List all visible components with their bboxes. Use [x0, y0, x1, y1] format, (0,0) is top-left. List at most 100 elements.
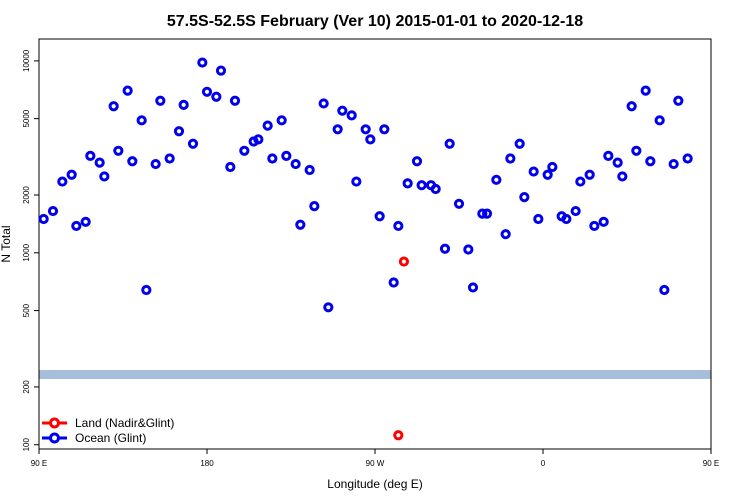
ocean-glint-point [150, 158, 161, 170]
ocean-glint-point [197, 57, 208, 68]
ocean-glint-point [612, 157, 623, 168]
y-axis-label: N Total [0, 225, 13, 262]
legend-marker-ocean-glint [49, 432, 60, 444]
y-tick-label: 200 [22, 380, 31, 394]
ocean-glint-point [589, 220, 600, 232]
ocean-glint-point [603, 150, 614, 161]
ocean-glint-point [388, 277, 399, 288]
ocean-glint-point [318, 98, 329, 109]
shaded-band [39, 370, 711, 380]
ocean-glint-point [141, 284, 152, 296]
ocean-glint-point [281, 150, 292, 161]
ocean-glint-point [533, 213, 544, 225]
x-tick-label: 180 [200, 459, 214, 468]
chart-title: 57.5S-52.5S February (Ver 10) 2015-01-01… [167, 13, 583, 30]
ocean-glint-point [570, 205, 581, 217]
ocean-glint-point [94, 157, 105, 168]
ocean-glint-point [528, 166, 539, 177]
ocean-glint-point [584, 169, 595, 180]
ocean-glint-point [267, 153, 278, 164]
ocean-glint-point [122, 85, 133, 96]
ocean-glint-point [467, 282, 479, 293]
ocean-glint-point [547, 161, 558, 173]
y-axis: 100 200 500 1000 2000 5000 10000 [22, 49, 39, 451]
ocean-glint-point [416, 180, 427, 191]
y-tick-label: 1000 [22, 243, 31, 261]
x-tick-label: 90 E [31, 459, 47, 468]
ocean-glint-point [290, 158, 301, 170]
ocean-glint-point [505, 153, 516, 164]
ocean-glint-point [71, 220, 82, 232]
ocean-glint-point [127, 156, 138, 167]
ocean-glint-point [491, 174, 502, 185]
ocean-glint-point [668, 158, 679, 170]
plot-frame [38, 38, 712, 450]
ocean-glint-point [519, 192, 530, 203]
ocean-glint-point [211, 91, 222, 102]
ocean-glint-point [360, 124, 371, 135]
ocean-glint-point [99, 171, 110, 182]
ocean-glint-point [444, 138, 455, 149]
ocean-glint-point [57, 176, 68, 187]
y-tick-label: 100 [22, 438, 31, 452]
ocean-glint-point [640, 85, 651, 96]
ocean-glint-point [239, 145, 250, 156]
ocean-glint-point [66, 169, 77, 180]
ocean-glint-point [178, 99, 189, 110]
ocean-glint-point [393, 220, 404, 232]
ocean-glint-point [500, 229, 511, 240]
x-tick-label: 90 E [703, 459, 719, 468]
ocean-glint-point [346, 110, 357, 121]
ocean-glint-point [309, 201, 320, 212]
ocean-glint-point [113, 145, 124, 156]
ocean-glint-point [201, 86, 213, 97]
land-nadir-glint-point [393, 430, 404, 441]
ocean-glint-point [617, 171, 628, 182]
ocean-glint-point [481, 208, 493, 219]
legend-marker-land-nadir-glint [49, 417, 60, 429]
ocean-glint-point [47, 205, 59, 217]
ocean-glint-point [439, 243, 451, 254]
ocean-glint-point [411, 156, 423, 167]
data-points [38, 57, 693, 441]
ocean-glint-point [598, 216, 609, 227]
ocean-glint-point [337, 105, 348, 116]
ocean-glint-point [374, 211, 385, 222]
ocean-glint-point [645, 156, 656, 167]
ocean-glint-point [463, 244, 474, 255]
ocean-glint-point [561, 213, 572, 225]
ocean-glint-point [631, 145, 642, 156]
y-tick-label: 500 [22, 303, 31, 317]
ocean-glint-point [215, 65, 227, 76]
x-tick-label: 90 W [366, 459, 385, 468]
ocean-glint-point [295, 219, 306, 230]
ocean-glint-point [173, 126, 185, 137]
ocean-glint-point [379, 124, 390, 135]
ocean-glint-point [276, 115, 287, 126]
ocean-glint-point [682, 153, 693, 164]
band-layer [39, 370, 711, 380]
ocean-glint-point [262, 120, 273, 131]
ocean-glint-point [626, 101, 637, 112]
land-nadir-glint-point [398, 256, 410, 267]
ocean-glint-point [225, 161, 236, 173]
ocean-glint-point [136, 115, 147, 126]
ocean-glint-point [187, 138, 199, 149]
ocean-glint-point [654, 115, 665, 126]
legend-label-ocean-glint: Ocean (Glint) [75, 431, 146, 445]
ocean-glint-point [453, 198, 465, 209]
x-axis: 90 E 180 90 W 0 90 E [31, 449, 719, 468]
ocean-glint-point [85, 150, 96, 161]
legend-label-land-nadir-glint: Land (Nadir&Glint) [75, 416, 174, 430]
ocean-glint-point [332, 124, 343, 135]
ocean-glint-point [430, 183, 441, 195]
ocean-glint-point [659, 284, 670, 296]
ocean-glint-point [575, 176, 586, 187]
ocean-glint-point [514, 138, 525, 149]
ocean-glint-point [253, 134, 264, 145]
ocean-glint-point [351, 176, 362, 187]
ocean-glint-point [673, 95, 684, 106]
ocean-glint-point [477, 208, 488, 219]
legend: Land (Nadir&Glint)Ocean (Glint) [42, 416, 174, 445]
ocean-glint-point [164, 153, 175, 164]
